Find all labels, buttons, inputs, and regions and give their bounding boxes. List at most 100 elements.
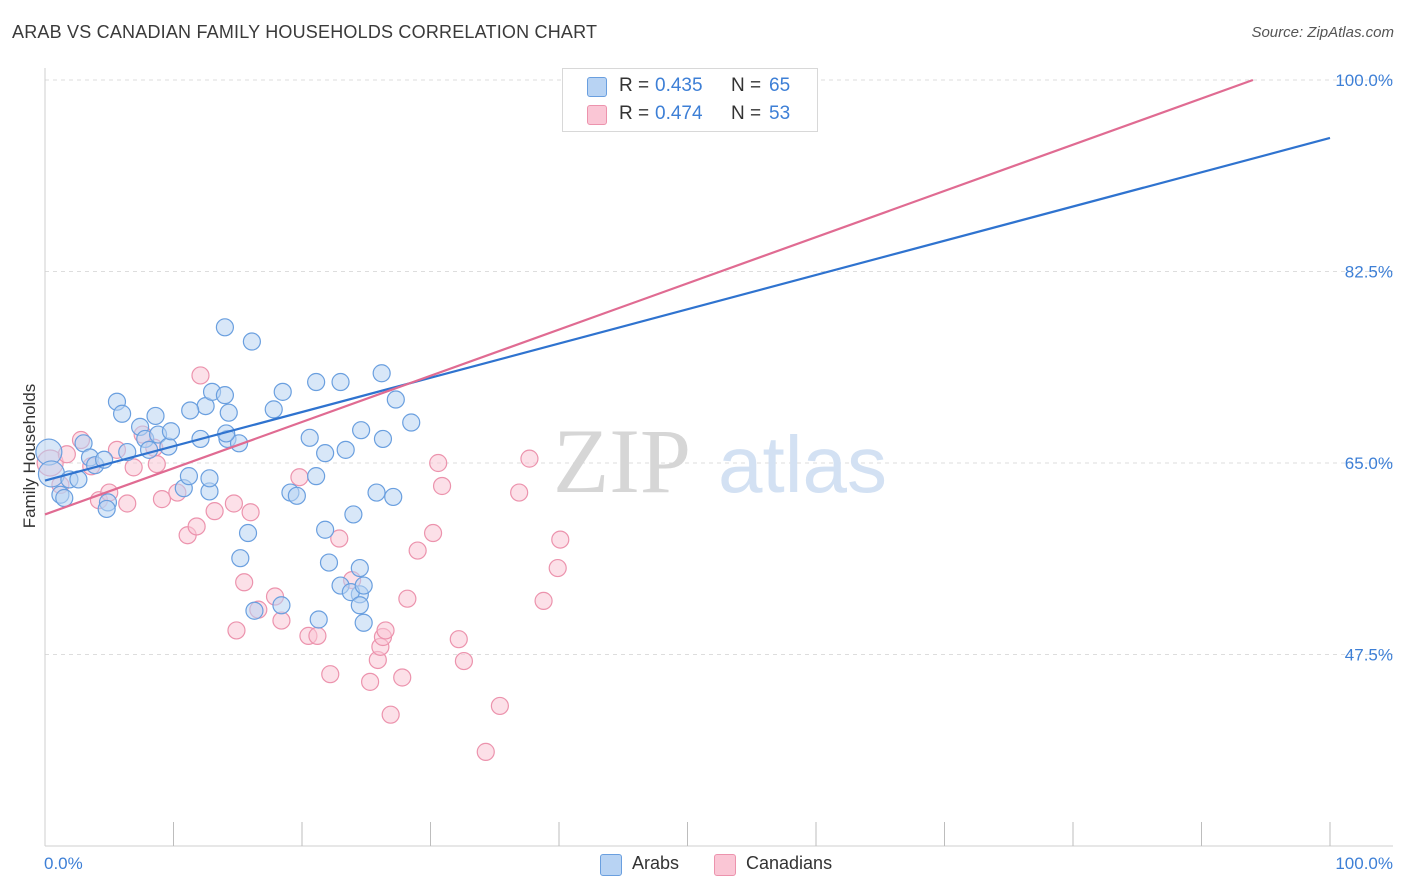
arabs-series — [35, 318, 421, 632]
arabs-point — [219, 403, 238, 422]
canadians-point — [376, 621, 395, 640]
canadians-point — [454, 651, 474, 671]
arabs-point — [231, 549, 250, 568]
canadians-n-value: 53 — [769, 103, 791, 124]
canadians-point — [147, 454, 166, 474]
arabs-point — [272, 596, 291, 615]
arabs-point — [215, 318, 234, 337]
canadians-n-label: N = — [731, 103, 762, 124]
arabs-point — [238, 523, 258, 543]
arabs-r-value: 0.435 — [655, 75, 703, 96]
gridlines — [45, 79, 1393, 655]
arabs-point — [350, 558, 369, 578]
x-tick-labels: 0.0% 100.0% — [44, 854, 1393, 873]
arabs-trend-line — [44, 136, 1331, 482]
arabs-point — [215, 386, 234, 405]
arabs-point — [336, 440, 355, 459]
x-ticks — [173, 822, 1331, 846]
arabs-legend-swatch — [600, 854, 622, 876]
arabs-point — [139, 440, 159, 459]
arabs-point — [242, 332, 261, 351]
arabs-point — [200, 469, 219, 488]
canadians-point — [124, 458, 143, 477]
canadians-point — [534, 591, 553, 610]
canadians-point — [321, 665, 340, 684]
arabs-point — [181, 401, 200, 420]
arabs-point — [367, 483, 386, 502]
chart-title: ARAB VS CANADIAN FAMILY HOUSEHOLDS CORRE… — [12, 22, 598, 42]
y-tick-label: 100.0% — [1335, 71, 1393, 90]
canadians-point — [381, 705, 400, 724]
x-tick-label-start: 0.0% — [44, 854, 83, 873]
arabs-point — [352, 421, 371, 440]
arabs-swatch — [587, 77, 607, 97]
arabs-point — [354, 613, 373, 632]
arabs-point — [307, 467, 326, 486]
watermark: ZIP atlas — [553, 410, 887, 512]
arabs-point — [331, 372, 350, 392]
arabs-point — [309, 610, 328, 629]
canadians-point — [548, 558, 567, 578]
arabs-point — [344, 505, 363, 524]
canadians-series — [36, 366, 570, 761]
y-tick-label: 82.5% — [1345, 263, 1393, 282]
arabs-point — [179, 467, 199, 486]
canadians-point — [290, 468, 309, 487]
canadians-trend-line — [44, 78, 1254, 516]
arabs-n-label: N = — [731, 75, 762, 96]
canadians-point — [227, 621, 246, 640]
stats-legend: R = 0.435 N = 65 R = 0.474 N = 53 — [562, 68, 818, 132]
canadians-r-label: R = — [619, 103, 650, 124]
canadians-swatch — [587, 105, 607, 125]
canadians-point — [205, 502, 224, 521]
arabs-point — [112, 404, 132, 423]
y-tick-label: 47.5% — [1345, 646, 1393, 665]
arabs-r-label: R = — [619, 75, 650, 96]
canadians-point — [423, 523, 443, 543]
arabs-point — [316, 444, 335, 463]
arabs-legend-label: Arabs — [632, 853, 680, 873]
canadians-point — [490, 696, 509, 716]
canadians-point — [551, 530, 570, 549]
canadians-point — [449, 630, 468, 649]
arabs-point — [146, 406, 165, 426]
canadians-point — [520, 449, 539, 468]
canadians-point — [191, 366, 210, 385]
arabs-point — [373, 429, 393, 449]
arabs-point — [350, 596, 369, 615]
source-label: Source: ZipAtlas.com — [1251, 24, 1394, 41]
arabs-point — [287, 486, 306, 505]
arabs-point — [55, 488, 74, 508]
arabs-point — [273, 382, 292, 401]
arabs-point — [402, 413, 421, 432]
watermark-zip: ZIP — [553, 410, 691, 512]
canadians-legend-label: Canadians — [746, 853, 833, 873]
canadians-legend-swatch — [714, 854, 736, 876]
canadians-point — [224, 494, 243, 513]
y-tick-labels: 47.5% 65.0% 82.5% 100.0% — [1335, 71, 1393, 665]
canadians-point — [398, 589, 417, 608]
arabs-point — [354, 576, 373, 595]
watermark-atlas: atlas — [718, 420, 887, 509]
arabs-point — [384, 487, 403, 507]
canadians-point — [118, 494, 137, 513]
canadians-r-value: 0.474 — [655, 103, 703, 124]
canadians-point — [241, 503, 260, 522]
arabs-point — [37, 460, 66, 488]
arabs-point — [229, 434, 249, 453]
canadians-point — [361, 672, 380, 691]
arabs-point — [319, 553, 339, 572]
canadians-point — [432, 476, 452, 496]
series-legend: Arabs Canadians — [0, 852, 1406, 878]
canadians-point — [330, 529, 349, 548]
canadians-point — [187, 517, 206, 536]
canadians-point — [152, 490, 172, 509]
x-tick-label-end: 100.0% — [1335, 854, 1393, 873]
canadians-point — [235, 573, 254, 592]
y-tick-label: 65.0% — [1345, 454, 1393, 473]
arabs-point — [372, 364, 391, 383]
canadians-point — [429, 453, 448, 473]
canadians-point — [393, 668, 412, 687]
canadians-point — [308, 626, 327, 645]
